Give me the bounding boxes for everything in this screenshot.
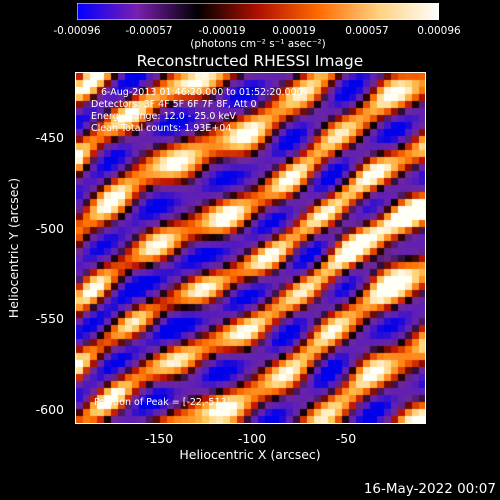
footer-date: 16-May-2022 00:07 (363, 481, 496, 497)
reconstructed-image (76, 73, 425, 423)
colorbar-units: (photons cm⁻² s⁻¹ asec⁻²) (190, 38, 326, 50)
x-tick-label: -150 (144, 431, 174, 446)
x-axis-label: Heliocentric X (arcsec) (179, 447, 321, 462)
y-tick-label: -500 (35, 220, 64, 236)
colorbar-tick-label: 0.00057 (345, 25, 389, 37)
y-tick-label: -550 (35, 310, 64, 326)
colorbar-tick-label: -0.00096 (53, 25, 101, 37)
colorbar-tick-label: -0.00019 (198, 25, 246, 37)
y-axis-label: Heliocentric Y (arcsec) (5, 177, 21, 319)
colorbar-tick-label: 0.00096 (417, 25, 461, 37)
y-tick-label: -600 (35, 401, 64, 417)
time-range-text: 6-Aug-2013 01:46:20.000 to 01:52:20.000 (101, 87, 303, 98)
colorbar-tick-label: 0.00019 (272, 25, 316, 37)
colorbar (77, 3, 439, 20)
plot-title: Reconstructed RHESSI Image (136, 52, 364, 70)
energy-range-text: Energy Range: 12.0 - 25.0 keV (91, 111, 236, 122)
clean-counts-text: Clean Total counts: 1.93E+04 (91, 123, 232, 134)
image-plot (75, 72, 426, 424)
x-tick-label: -50 (335, 431, 357, 446)
detectors-text: Detectors: 3F 4F 5F 6F 7F 8F, Att 0 (91, 99, 257, 110)
peak-position-text: Position of Peak = [-22,-513] (94, 397, 231, 408)
x-tick-label: -100 (237, 431, 267, 446)
colorbar-tick-label: -0.00057 (125, 25, 173, 37)
y-tick-label: -450 (35, 129, 64, 145)
